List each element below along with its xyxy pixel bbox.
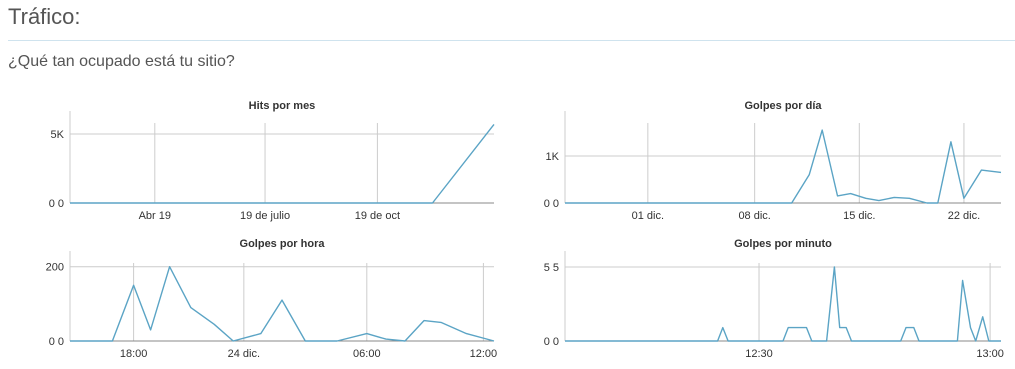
- section-subtitle: ¿Qué tan ocupado está tu sitio?: [8, 53, 235, 70]
- chart-hits-per-minute: Golpes por minuto 12:30 13:00 0 0 5 5: [515, 233, 1010, 369]
- y-tick-label: 0 0: [544, 198, 559, 210]
- y-tick-label: 5 5: [544, 262, 559, 274]
- chart-hits-per-day-svg: Golpes por día 01 dic. 08 dic. 15 dic. 22 di…: [544, 100, 1002, 222]
- section-divider: [8, 40, 1015, 41]
- x-tick-label: 06:00: [353, 348, 381, 360]
- x-tick-label: 08 dic.: [738, 210, 770, 222]
- chart-hits-per-month: Hits por mes Abr 19 19 de julio 19 de oct 0 …: [20, 95, 500, 230]
- x-tick-label: 19 de oct: [355, 210, 400, 222]
- chart-hits-per-minute-svg: Golpes por minuto 12:30 13:00 0 0 5 5: [544, 238, 1004, 360]
- x-tick-label: 01 dic.: [632, 210, 664, 222]
- chart-title: Hits por mes: [249, 100, 316, 112]
- chart-hits-per-month-svg: Hits por mes Abr 19 19 de julio 19 de oct 0 …: [49, 100, 495, 222]
- y-tick-label: 200: [46, 262, 64, 274]
- chart-hits-per-day: Golpes por día 01 dic. 08 dic. 15 dic. 22 di…: [515, 95, 1010, 230]
- chart-title: Golpes por minuto: [734, 238, 832, 250]
- x-tick-label: 15 dic.: [843, 210, 875, 222]
- series-line: [70, 266, 495, 342]
- chart-title: Golpes por día: [744, 100, 822, 112]
- x-tick-label: 12:30: [745, 348, 773, 360]
- x-tick-label: 19 de julio: [240, 210, 290, 222]
- y-tick-label: 0 0: [49, 336, 64, 348]
- y-tick-label: 0 0: [49, 198, 64, 210]
- x-tick-label: 12:00: [470, 348, 498, 360]
- x-tick-label: 18:00: [120, 348, 148, 360]
- x-tick-label: 13:00: [976, 348, 1004, 360]
- y-tick-label: 5K: [51, 129, 65, 141]
- chart-hits-per-hour-svg: Golpes por hora 18:00 24 dic. 06:00 12:00 0 0…: [46, 238, 498, 360]
- x-tick-label: 24 dic.: [228, 348, 260, 360]
- series-line: [565, 129, 1002, 204]
- y-tick-label: 0 0: [544, 336, 559, 348]
- section-title: Tráfico:: [8, 4, 81, 29]
- chart-title: Golpes por hora: [240, 238, 326, 250]
- series-line: [70, 123, 495, 204]
- x-tick-label: 22 dic.: [948, 210, 980, 222]
- series-line: [565, 266, 1001, 342]
- y-tick-label: 1K: [546, 151, 560, 163]
- x-tick-label: Abr 19: [139, 210, 171, 222]
- chart-hits-per-hour: Golpes por hora 18:00 24 dic. 06:00 12:00 0 0…: [20, 233, 500, 369]
